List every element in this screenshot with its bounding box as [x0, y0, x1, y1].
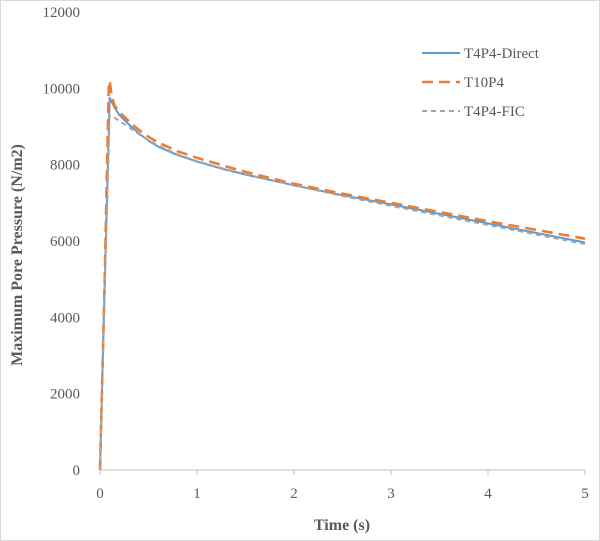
x-tick-label: 1 — [193, 486, 201, 502]
series-line-t4p4-direct — [99, 96, 586, 471]
x-axis-title: Time (s) — [314, 517, 370, 534]
y-tick-label: 12000 — [43, 5, 81, 21]
x-axis-ticks: 0 1 2 3 4 5 — [96, 470, 589, 502]
legend: T4P4-Direct T10P4 T4P4-FIC — [422, 46, 540, 120]
x-tick-label: 4 — [484, 486, 492, 502]
y-tick-label: 2000 — [50, 387, 80, 403]
legend-label: T10P4 — [464, 75, 505, 91]
y-tick-label: 6000 — [50, 234, 80, 250]
y-axis-ticks: 0 2000 4000 6000 8000 10000 12000 — [43, 5, 81, 479]
y-tick-label: 4000 — [50, 310, 80, 326]
x-tick-label: 5 — [581, 486, 589, 502]
legend-label: T4P4-FIC — [464, 104, 525, 120]
y-tick-label: 8000 — [50, 158, 80, 174]
x-tick-label: 3 — [387, 486, 395, 502]
x-tick-label: 2 — [290, 486, 298, 502]
y-tick-label: 10000 — [43, 81, 81, 97]
series-line-t4p4-fic — [99, 114, 586, 471]
legend-label: T4P4-Direct — [464, 46, 540, 62]
y-axis-title: Maximum Pore Pressure (N/m2) — [9, 144, 26, 366]
y-tick-label: 0 — [73, 463, 81, 479]
x-tick-label: 0 — [96, 486, 104, 502]
series-layer — [98, 79, 586, 471]
series-line-t10p4 — [98, 79, 586, 471]
